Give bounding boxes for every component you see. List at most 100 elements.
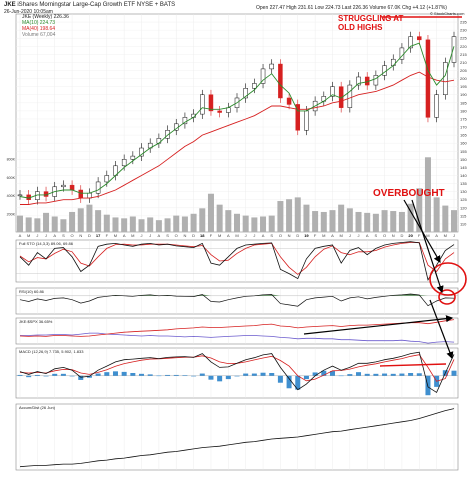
macd-histogram-bar bbox=[200, 374, 205, 376]
macd-histogram-bar bbox=[174, 375, 179, 376]
macd-histogram-bar bbox=[78, 376, 83, 380]
macd-histogram-bar bbox=[52, 374, 57, 376]
volume-tick-label: 200K bbox=[7, 212, 16, 216]
x-tick-label: A bbox=[262, 233, 265, 238]
x-tick-label: N bbox=[183, 233, 186, 238]
x-tick-label: S bbox=[62, 233, 65, 238]
y-tick-label: 155 bbox=[460, 149, 467, 154]
x-tick-label: 18 bbox=[200, 233, 205, 238]
candle-body bbox=[18, 195, 22, 196]
y-tick-label: 195 bbox=[460, 84, 467, 89]
volume-bar bbox=[52, 217, 58, 232]
x-tick-label: D bbox=[400, 233, 403, 238]
volume-bar bbox=[69, 212, 75, 232]
volume-bar bbox=[434, 197, 440, 232]
fund-name: iShares Morningstar Large-Cap Growth ETF bbox=[17, 2, 135, 8]
candle-body bbox=[287, 98, 291, 104]
candle-body bbox=[348, 85, 352, 108]
volume-bar bbox=[338, 205, 344, 232]
x-tick-label: J bbox=[36, 233, 38, 238]
volume-bar bbox=[277, 201, 283, 232]
volume-bar bbox=[286, 199, 292, 232]
macd-histogram-bar bbox=[104, 372, 109, 376]
volume-bar bbox=[295, 197, 301, 232]
macd-histogram-bar bbox=[182, 375, 187, 376]
y-tick-label: 225 bbox=[460, 36, 467, 41]
x-tick-label: M bbox=[27, 233, 30, 238]
volume-bar bbox=[390, 211, 396, 232]
relative-title: JKE:$SPX 36.65% bbox=[19, 319, 53, 324]
rsi-panel bbox=[16, 288, 458, 314]
y-tick-label: 210 bbox=[460, 60, 467, 65]
y-tick-label: 160 bbox=[460, 141, 467, 146]
volume-bar bbox=[208, 194, 214, 232]
volume-bar bbox=[139, 219, 145, 232]
macd-histogram-bar bbox=[35, 375, 40, 376]
candle-body bbox=[79, 190, 83, 198]
macd-histogram-bar bbox=[269, 373, 274, 376]
candle-body bbox=[61, 185, 65, 187]
rsi-title: RSI(10) 60.86 bbox=[19, 289, 45, 294]
x-tick-label: J bbox=[149, 233, 151, 238]
volume-bar bbox=[442, 206, 448, 232]
x-tick-label: J bbox=[253, 233, 255, 238]
x-tick-label: A bbox=[53, 233, 56, 238]
macd-histogram-bar bbox=[391, 374, 396, 376]
y-tick-label: 190 bbox=[460, 92, 467, 97]
y-tick-label: 110 bbox=[460, 221, 467, 226]
x-tick-label: M bbox=[114, 233, 117, 238]
y-tick-label: 125 bbox=[460, 197, 467, 202]
macd-histogram-bar bbox=[365, 374, 370, 376]
source-credit: © StockCharts.com bbox=[430, 11, 465, 17]
candle-body bbox=[443, 62, 447, 94]
candle-body bbox=[122, 159, 126, 165]
x-tick-label: D bbox=[296, 233, 299, 238]
candle-body bbox=[105, 175, 109, 181]
x-tick-label: S bbox=[270, 233, 273, 238]
volume-bar bbox=[165, 218, 171, 232]
x-tick-label: O bbox=[383, 233, 386, 238]
stochastic-title: Full STO (14,3,3) 89.06, 69.86 bbox=[19, 241, 74, 246]
y-tick-label: 180 bbox=[460, 108, 467, 113]
volume-bar bbox=[321, 212, 327, 232]
macd-histogram-bar bbox=[417, 373, 422, 376]
stochastic-panel bbox=[16, 240, 458, 282]
candle-body bbox=[200, 95, 204, 114]
volume-bar bbox=[373, 214, 379, 232]
volume-bar bbox=[78, 208, 84, 232]
y-tick-label: 120 bbox=[460, 205, 467, 210]
volume-bar bbox=[217, 205, 223, 232]
y-tick-label: 215 bbox=[460, 52, 467, 57]
quote-values: Open 227.47 High 231.61 Low 224.73 Last … bbox=[256, 5, 447, 11]
x-tick-label: F bbox=[314, 233, 317, 238]
x-tick-label: M bbox=[322, 233, 325, 238]
x-tick-label: N bbox=[392, 233, 395, 238]
x-tick-label: M bbox=[426, 233, 429, 238]
macd-histogram-bar bbox=[226, 376, 231, 379]
x-tick-label: J bbox=[358, 233, 360, 238]
macd-histogram-bar bbox=[399, 374, 404, 376]
y-tick-label: 140 bbox=[460, 173, 467, 178]
x-tick-label: O bbox=[279, 233, 282, 238]
candle-body bbox=[218, 111, 222, 113]
annotation-overbought: OVERBOUGHT bbox=[373, 188, 445, 199]
volume-bar bbox=[43, 213, 49, 232]
x-tick-label: 17 bbox=[96, 233, 101, 238]
macd-histogram-bar bbox=[382, 374, 387, 376]
y-tick-label: 150 bbox=[460, 157, 467, 162]
x-tick-label: J bbox=[453, 233, 455, 238]
x-tick-label: M bbox=[235, 233, 238, 238]
x-tick-label: A bbox=[331, 233, 334, 238]
x-tick-label: D bbox=[192, 233, 195, 238]
candle-body bbox=[209, 95, 213, 111]
price-panel bbox=[16, 14, 458, 232]
volume-bar bbox=[182, 217, 188, 232]
volume-bar bbox=[112, 217, 118, 232]
volume-bar bbox=[34, 218, 40, 232]
y-tick-label: 205 bbox=[460, 68, 467, 73]
y-tick-label: 145 bbox=[460, 165, 467, 170]
volume-bar bbox=[121, 218, 127, 232]
macd-histogram-bar bbox=[235, 376, 240, 377]
macd-histogram-bar bbox=[191, 376, 196, 377]
